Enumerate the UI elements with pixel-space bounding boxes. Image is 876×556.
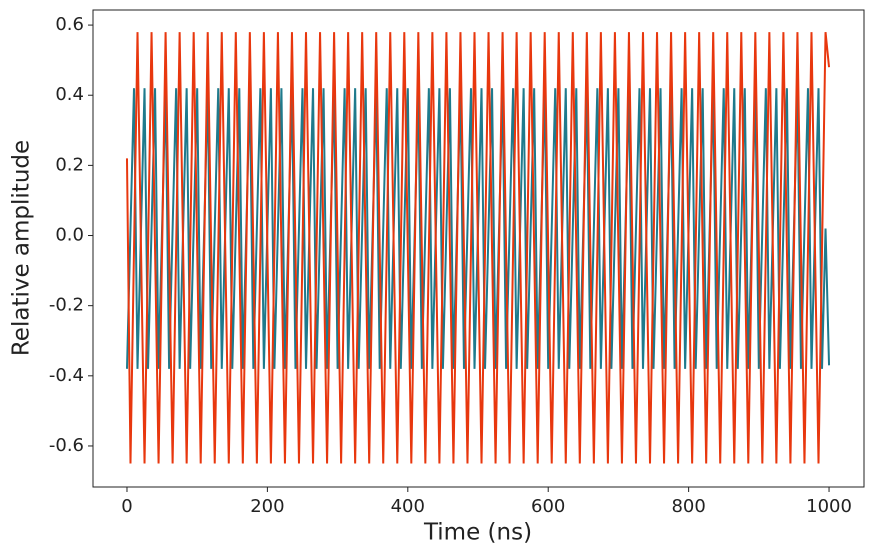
x-tick-label: 400 xyxy=(391,496,425,517)
x-tick-label: 200 xyxy=(250,496,284,517)
x-tick-label: 0 xyxy=(121,496,132,517)
y-tick-label: -0.4 xyxy=(49,365,84,386)
y-tick-label: 0.0 xyxy=(55,225,84,246)
x-axis-label: Time (ns) xyxy=(423,520,532,546)
y-tick-label: -0.6 xyxy=(49,435,84,456)
y-tick-label: -0.2 xyxy=(49,295,84,316)
y-tick-label: 0.6 xyxy=(55,14,84,35)
x-tick-label: 800 xyxy=(671,496,705,517)
y-tick-label: 0.4 xyxy=(55,84,84,105)
plot-frame xyxy=(92,9,865,488)
x-tick-label: 1000 xyxy=(806,496,852,517)
x-tick-label: 600 xyxy=(531,496,565,517)
y-tick-label: 0.2 xyxy=(55,154,84,175)
y-axis-label: Relative amplitude xyxy=(9,140,35,356)
line xyxy=(125,32,831,464)
